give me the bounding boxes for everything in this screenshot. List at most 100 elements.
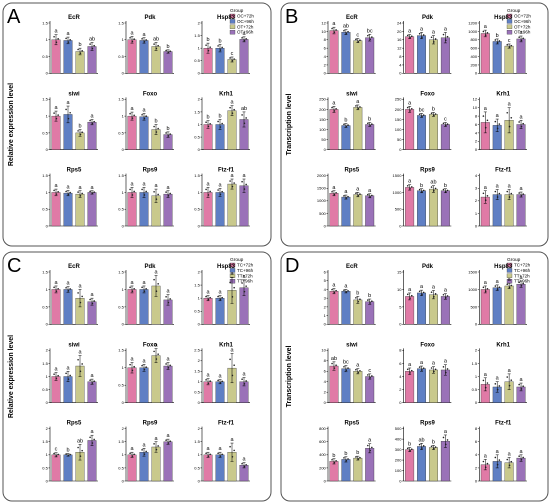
data-point [434,293,437,295]
data-point [422,445,425,447]
significance-letter: a [484,453,488,459]
data-point [79,370,82,373]
y-tick-label: 2 [198,269,201,274]
legend-entry: OT+72h [514,24,531,29]
significance-letter: b [344,117,347,123]
y-tick-label: 100 [395,468,402,473]
y-axis-label: Transcription level [286,94,293,156]
data-point [167,195,170,197]
subplot-title: Rps9 [420,168,435,174]
bar [428,447,438,482]
significance-letter: a [230,173,234,179]
subplot-title: Rps5 [344,421,359,427]
data-point [217,452,219,455]
bar [215,381,225,403]
y-tick-label: 1000 [468,29,478,34]
y-tick-label: 0 [399,71,402,76]
data-point [347,30,349,33]
y-tick-label: 0 [198,478,201,483]
y-tick-label: 1 [198,296,201,301]
data-point [167,135,170,137]
data-point [367,444,369,447]
y-tick-label: 0.5 [42,130,48,135]
y-tick-label: 0 [399,400,402,405]
data-point [219,381,222,384]
data-point [522,282,524,285]
y-tick-label: 1 [46,287,49,292]
y-tick-label: 6 [475,122,478,127]
data-point [55,117,58,120]
data-point [433,114,435,117]
data-point [169,440,171,443]
data-point [406,293,409,296]
significance-letter: a [344,283,348,289]
significance-letter: a [520,30,524,36]
subplot-pdk: Pdk 0 4 8 12 16 20 24 a a a a [397,15,452,76]
y-tick-label: 0 [46,322,49,327]
data-point [205,452,207,455]
data-point [141,364,143,367]
data-point [67,117,70,120]
bar [51,192,61,227]
data-point [245,38,247,40]
data-point [367,122,369,125]
y-tick-label: 1.5 [42,269,48,274]
bar [139,367,149,403]
data-point [445,443,447,446]
data-point [219,455,222,457]
data-point [359,193,361,195]
significance-letter: a [154,183,158,189]
data-point [409,449,411,452]
data-point [433,295,435,298]
data-point [506,190,509,193]
bar [516,284,526,325]
y-tick-label: 1.5 [118,269,124,274]
y-tick-label: 2 [198,358,201,363]
data-point [243,383,246,385]
y-tick-label: 0 [46,223,49,228]
data-point [422,189,425,192]
data-point [522,385,524,387]
y-tick-label: 4 [399,62,402,67]
data-point [359,369,361,372]
data-point [410,35,413,38]
data-point [241,378,243,381]
data-point [335,364,337,366]
data-point [355,368,357,371]
data-point [91,47,94,50]
data-point [510,460,513,463]
data-point [486,195,489,197]
significance-letter: b [218,38,221,44]
significance-letter: a [242,372,246,378]
data-point [520,458,523,461]
bar [365,37,375,74]
significance-letter: b [206,115,209,121]
bar [428,39,438,74]
data-point [233,286,235,289]
significance-letter: a [90,429,94,435]
data-point [433,370,435,373]
significance-letter: a [520,114,524,120]
data-point [155,47,158,50]
significance-letter: a [242,31,246,37]
data-point [335,29,337,31]
data-point [484,34,487,36]
bar [341,291,351,325]
bar [63,192,73,227]
legend-entry: TT+72h [514,273,530,278]
data-point [145,366,147,368]
y-tick-label: 250 [395,97,402,102]
bar [63,454,73,482]
data-point [93,380,95,383]
y-tick-label: 1.5 [42,20,48,25]
significance-letter: ab [89,36,95,42]
data-point [67,41,70,43]
data-point [369,377,371,379]
data-point [518,192,520,194]
significance-letter: a [142,107,146,113]
bar [63,40,73,74]
subplot-ftz-f1: Ftz-f1 0 2 4 6 8 a a a a [475,421,527,483]
data-point [89,119,91,122]
y-tick-label: 1.5 [118,97,124,102]
bar [329,193,339,227]
